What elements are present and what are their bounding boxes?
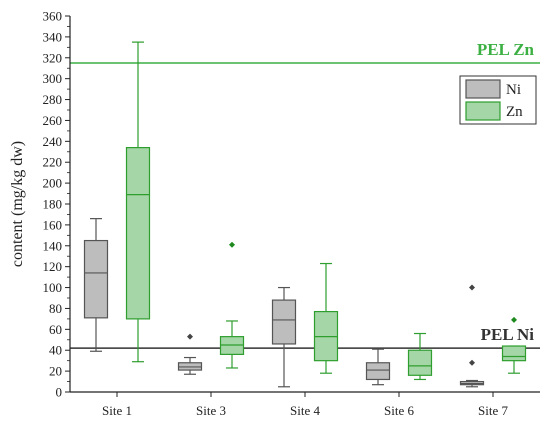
- y-tick-label: 140: [43, 238, 63, 253]
- outlier-point: [229, 241, 235, 248]
- y-tick-label: 60: [49, 322, 62, 337]
- y-tick-label: 100: [43, 280, 63, 295]
- reference-lines: PEL Zn PEL Ni: [70, 40, 540, 349]
- box-body: [365, 362, 391, 381]
- y-tick-label: 340: [43, 29, 63, 44]
- box-0-4: [459, 284, 485, 388]
- y-tick-label: 200: [43, 176, 63, 191]
- box-0-2: [271, 286, 297, 388]
- box-body: [501, 345, 527, 362]
- box-0-0: [83, 218, 109, 352]
- box-0-3: [365, 348, 391, 386]
- y-tick-label: 240: [43, 134, 63, 149]
- box-series: [83, 41, 527, 388]
- y-tick-label: 120: [43, 259, 63, 274]
- axes: 0 20 40 60 80 100 120 140 160 180 200 220 240 260 280 3…: [9, 9, 540, 418]
- x-tick-label: Site 1: [102, 403, 132, 418]
- y-tick-label: 280: [43, 92, 63, 107]
- y-tick-label: 260: [43, 113, 63, 128]
- outlier-point: [511, 316, 517, 323]
- legend: Ni Zn: [459, 75, 537, 125]
- x-tick-label: Site 4: [290, 403, 320, 418]
- outlier-point: [187, 333, 193, 340]
- y-tick-label: 20: [49, 364, 62, 379]
- y-tick-label: 180: [43, 197, 63, 212]
- box-1-3: [407, 332, 433, 381]
- reference-line-label-1: PEL Ni: [481, 325, 535, 344]
- reference-line-label-0: PEL Zn: [477, 40, 535, 59]
- y-tick-label: 320: [43, 50, 63, 65]
- y-tick-label: 0: [56, 385, 63, 400]
- box-body: [125, 147, 151, 320]
- box-body: [271, 299, 297, 345]
- y-tick-label: 80: [49, 301, 62, 316]
- x-tick-label: Site 7: [478, 403, 508, 418]
- y-tick-label: 40: [49, 343, 62, 358]
- legend-label-0: Ni: [506, 82, 521, 98]
- y-tick-label: 160: [43, 217, 63, 232]
- x-tick-label: Site 3: [196, 403, 226, 418]
- legend-swatch-0: [465, 79, 501, 99]
- outlier-point: [469, 359, 475, 366]
- box-1-2: [313, 262, 339, 374]
- box-0-1: [177, 333, 203, 375]
- y-tick-label: 300: [43, 71, 63, 86]
- legend-swatch-1: [465, 101, 501, 121]
- box-body: [83, 239, 109, 319]
- y-tick-label: 220: [43, 155, 63, 170]
- outlier-point: [469, 284, 475, 291]
- y-axis-title: content (mg/kg dw): [9, 141, 26, 267]
- legend-label-1: Zn: [506, 104, 523, 120]
- box-body: [407, 349, 433, 376]
- x-tick-label: Site 6: [384, 403, 414, 418]
- box-1-0: [125, 41, 151, 363]
- box-1-1: [219, 241, 245, 369]
- box-1-4: [501, 316, 527, 374]
- y-tick-label: 360: [43, 9, 63, 24]
